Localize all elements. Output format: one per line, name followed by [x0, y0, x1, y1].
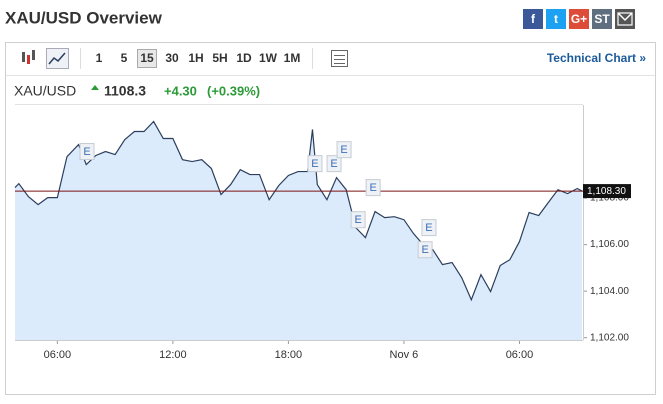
timeframe-button[interactable]: 5 — [121, 51, 128, 65]
x-tick-label: 18:00 — [275, 349, 303, 361]
quote-change-pct: (+0.39%) — [207, 83, 260, 98]
social-label[interactable]: t — [554, 12, 558, 26]
timeframe-button[interactable]: 1H — [188, 51, 203, 65]
mail-glyph — [617, 12, 633, 22]
y-tick-label: 1,108.00 — [590, 193, 629, 204]
event-label[interactable]: E — [330, 158, 337, 170]
event-marker[interactable] — [365, 179, 381, 197]
page-title: XAU/USD Overview — [5, 8, 163, 27]
quote-price: 1108.3 — [104, 83, 146, 99]
event-label[interactable]: E — [421, 244, 428, 256]
social-label[interactable]: G+ — [571, 12, 587, 26]
event-label[interactable]: E — [83, 146, 90, 158]
event-label[interactable]: E — [369, 182, 376, 194]
y-tick-label: 1,102.00 — [590, 332, 629, 343]
social-icon[interactable] — [523, 9, 543, 29]
x-tick-label: 12:00 — [159, 349, 187, 361]
timeframes: 1 5 15 30 1H 5H 1D 1W 1M — [96, 49, 301, 68]
event-marker[interactable] — [417, 241, 433, 259]
social-icon[interactable] — [546, 9, 566, 29]
line-icon[interactable] — [46, 48, 69, 69]
icon-box — [331, 50, 348, 67]
icon-part — [48, 52, 66, 65]
timeframe-button[interactable]: 1M — [284, 51, 301, 65]
price-line — [14, 120, 583, 302]
social-icons: f t G+ ST — [523, 9, 635, 29]
quote-change: +4.30 — [164, 83, 197, 98]
area — [15, 121, 583, 340]
timeframe-button[interactable]: 15 — [140, 51, 154, 65]
event-marker[interactable] — [79, 143, 95, 161]
social-icon[interactable] — [569, 9, 589, 29]
icon-part — [27, 55, 30, 64]
settings-icon[interactable] — [331, 50, 348, 67]
timeframe-active-bg — [137, 49, 157, 68]
y-tick-label: 1,106.00 — [590, 239, 629, 250]
timeframe-button[interactable]: 1W — [259, 51, 278, 65]
social-icon[interactable] — [592, 9, 612, 29]
event-marker[interactable] — [307, 155, 323, 173]
event-marker[interactable] — [421, 219, 437, 237]
icon-part — [22, 52, 25, 62]
icon-part — [32, 50, 35, 60]
timeframe-button[interactable]: 30 — [165, 51, 179, 65]
icon-box — [46, 48, 69, 69]
event-marker[interactable] — [326, 155, 342, 173]
last-price-label: 1,108.30 — [587, 186, 626, 197]
up-arrow — [91, 85, 99, 90]
x-tick-label: Nov 6 — [390, 349, 419, 361]
mail-glyph — [617, 12, 633, 26]
event-marker[interactable] — [336, 141, 352, 159]
event-label[interactable]: E — [354, 214, 361, 226]
event-label[interactable]: E — [311, 158, 318, 170]
last-price-tag — [583, 184, 631, 199]
social-label[interactable]: ST — [594, 12, 610, 26]
plot: Investing.com1,102.001,104.001,106.001,1… — [14, 104, 631, 361]
timeframe-button[interactable]: 5H — [212, 51, 227, 65]
social-label[interactable]: f — [531, 12, 536, 26]
timeframe-button[interactable]: 1 — [96, 51, 103, 65]
event-label[interactable]: E — [340, 144, 347, 156]
event-marker[interactable] — [350, 211, 366, 229]
event-label[interactable]: E — [425, 222, 432, 234]
y-tick-label: 1,104.00 — [590, 286, 629, 297]
candle-icon[interactable] — [22, 50, 35, 64]
x-tick-label: 06:00 — [506, 349, 534, 361]
x-tick-label: 06:00 — [44, 349, 72, 361]
technical-chart-link[interactable]: Technical Chart » — [547, 51, 646, 65]
timeframe-button[interactable]: 1D — [236, 51, 252, 65]
quote-symbol: XAU/USD — [14, 83, 76, 99]
